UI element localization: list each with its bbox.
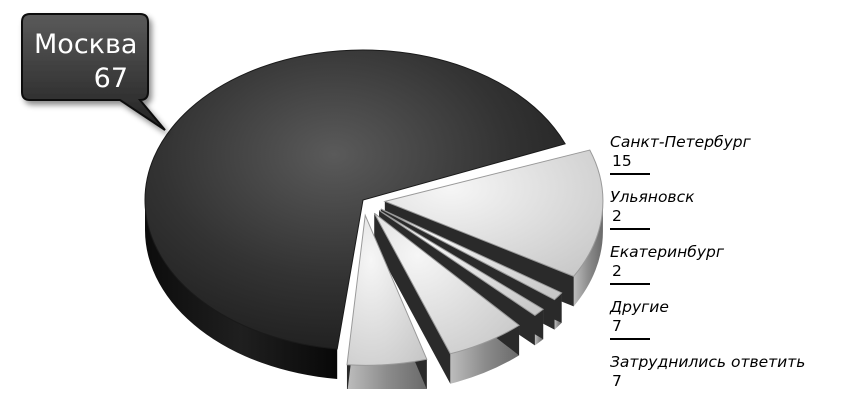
legend-item: Санкт-Петербург 15: [610, 132, 860, 187]
callout-value: 67: [94, 63, 128, 94]
pie-slice-top: [380, 208, 563, 301]
pie-chart-svg: Москва 67: [21, 13, 604, 389]
pie-slice-top: [383, 149, 604, 277]
pie-slice-top: [346, 213, 428, 366]
legend: Санкт-Петербург 15 Ульяновск 2 Екатеринб…: [610, 132, 860, 407]
legend-label: Ульяновск: [610, 188, 695, 206]
callout-bubble: [21, 13, 166, 131]
legend-value: 2: [612, 262, 622, 280]
legend-value: 7: [612, 372, 622, 390]
pie-slice-top: [378, 210, 545, 317]
legend-item: Затруднились ответить 7: [610, 352, 860, 407]
legend-label: Затруднились ответить: [610, 353, 806, 371]
pie-slice-edge: [374, 213, 451, 384]
legend-value: 2: [612, 207, 622, 225]
legend-divider: [610, 228, 650, 230]
pie-slice-side: [145, 200, 338, 379]
legend-divider: [610, 338, 650, 340]
pie-slice-4: [373, 212, 520, 384]
legend-item: Ульяновск 2: [610, 187, 860, 242]
legend-value: 15: [612, 152, 632, 170]
pie-slice-side: [346, 359, 427, 389]
legend-item: Другие 7: [610, 297, 860, 352]
legend-value: 7: [612, 317, 622, 335]
pie-slice-side: [573, 201, 603, 307]
pie-slice-top: [144, 49, 566, 350]
pie-slice-0: [144, 49, 566, 379]
legend-label: Екатеринбург: [610, 243, 724, 261]
legend-item: Екатеринбург 2: [610, 242, 860, 297]
legend-label: Другие: [610, 298, 669, 316]
legend-divider: [610, 173, 650, 175]
pie-slice-top: [373, 212, 520, 355]
pie-slice-5: [346, 213, 428, 389]
callout-moskva: Москва 67: [21, 13, 166, 131]
callout-label: Москва: [34, 29, 137, 60]
legend-label: Санкт-Петербург: [610, 133, 751, 151]
legend-divider: [610, 283, 650, 285]
pie-chart: Москва 67 Санкт-Петербург 15 Ульяновск 2…: [21, 13, 805, 390]
